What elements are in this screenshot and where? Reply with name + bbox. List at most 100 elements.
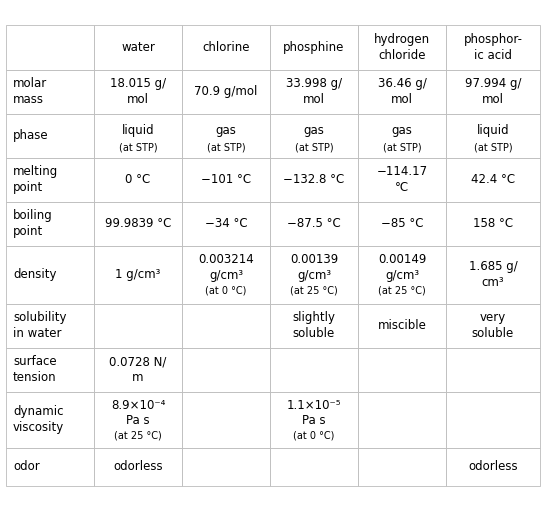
Text: solubility
in water: solubility in water xyxy=(13,311,67,340)
Text: 0.00149
g/cm³: 0.00149 g/cm³ xyxy=(378,253,426,282)
Text: (at STP): (at STP) xyxy=(207,143,245,153)
Text: 0 °C: 0 °C xyxy=(126,173,151,186)
Text: 70.9 g/mol: 70.9 g/mol xyxy=(194,85,258,98)
Text: 1.1×10⁻⁵
Pa s: 1.1×10⁻⁵ Pa s xyxy=(287,399,341,427)
Text: gas: gas xyxy=(304,124,324,137)
Bar xyxy=(6,448,94,485)
Bar xyxy=(358,391,446,448)
Bar xyxy=(94,304,182,347)
Text: dynamic
viscosity: dynamic viscosity xyxy=(13,405,64,434)
Bar xyxy=(270,347,358,391)
Bar xyxy=(94,391,182,448)
Text: 0.003214
g/cm³: 0.003214 g/cm³ xyxy=(198,253,254,282)
Text: odor: odor xyxy=(13,460,40,473)
Bar xyxy=(358,26,446,69)
Text: water: water xyxy=(121,41,155,54)
Text: 18.015 g/
mol: 18.015 g/ mol xyxy=(110,77,166,106)
Text: 99.9839 °C: 99.9839 °C xyxy=(105,217,171,230)
Bar xyxy=(94,448,182,485)
Bar xyxy=(446,157,540,201)
Bar xyxy=(6,201,94,245)
Text: phase: phase xyxy=(13,129,49,142)
Text: −85 °C: −85 °C xyxy=(381,217,423,230)
Text: −101 °C: −101 °C xyxy=(201,173,251,186)
Bar xyxy=(446,113,540,157)
Bar xyxy=(270,113,358,157)
Bar xyxy=(182,26,270,69)
Bar xyxy=(446,245,540,304)
Text: molar
mass: molar mass xyxy=(13,77,48,106)
Text: −34 °C: −34 °C xyxy=(205,217,247,230)
Bar xyxy=(6,113,94,157)
Bar xyxy=(94,347,182,391)
Bar xyxy=(358,347,446,391)
Text: phosphine: phosphine xyxy=(283,41,345,54)
Bar xyxy=(182,448,270,485)
Text: 97.994 g/
mol: 97.994 g/ mol xyxy=(465,77,521,106)
Bar xyxy=(6,391,94,448)
Bar xyxy=(6,69,94,113)
Text: 158 °C: 158 °C xyxy=(473,217,513,230)
Bar xyxy=(446,69,540,113)
Text: (at 0 °C): (at 0 °C) xyxy=(205,286,247,296)
Bar xyxy=(358,157,446,201)
Text: 0.00139
g/cm³: 0.00139 g/cm³ xyxy=(290,253,338,282)
Bar xyxy=(94,245,182,304)
Text: 33.998 g/
mol: 33.998 g/ mol xyxy=(286,77,342,106)
Bar xyxy=(270,448,358,485)
Bar xyxy=(358,448,446,485)
Bar xyxy=(182,69,270,113)
Text: slightly
soluble: slightly soluble xyxy=(293,311,335,340)
Text: liquid: liquid xyxy=(477,124,509,137)
Bar xyxy=(358,245,446,304)
Text: 36.46 g/
mol: 36.46 g/ mol xyxy=(378,77,426,106)
Bar xyxy=(270,26,358,69)
Text: miscible: miscible xyxy=(378,319,426,332)
Text: 0.0728 N/
m: 0.0728 N/ m xyxy=(109,355,167,384)
Text: (at 25 °C): (at 25 °C) xyxy=(290,286,338,296)
Text: density: density xyxy=(13,268,56,281)
Bar xyxy=(358,69,446,113)
Bar xyxy=(270,304,358,347)
Text: −114.17
°C: −114.17 °C xyxy=(376,165,428,194)
Text: phosphor-
ic acid: phosphor- ic acid xyxy=(464,33,523,62)
Bar xyxy=(270,157,358,201)
Text: odorless: odorless xyxy=(113,460,163,473)
Bar xyxy=(270,391,358,448)
Bar xyxy=(94,26,182,69)
Text: melting
point: melting point xyxy=(13,165,58,194)
Text: (at 25 °C): (at 25 °C) xyxy=(114,430,162,440)
Bar xyxy=(358,201,446,245)
Bar xyxy=(182,157,270,201)
Bar xyxy=(182,347,270,391)
Text: 1.685 g/
cm³: 1.685 g/ cm³ xyxy=(468,260,518,289)
Text: very
soluble: very soluble xyxy=(472,311,514,340)
Bar xyxy=(94,113,182,157)
Text: 1 g/cm³: 1 g/cm³ xyxy=(115,268,161,281)
Text: chlorine: chlorine xyxy=(202,41,250,54)
Text: (at STP): (at STP) xyxy=(295,143,333,153)
Bar xyxy=(94,69,182,113)
Bar xyxy=(446,304,540,347)
Bar xyxy=(6,347,94,391)
Text: (at STP): (at STP) xyxy=(383,143,422,153)
Bar xyxy=(358,113,446,157)
Bar xyxy=(182,245,270,304)
Bar xyxy=(94,201,182,245)
Bar xyxy=(6,245,94,304)
Bar xyxy=(94,157,182,201)
Bar xyxy=(182,201,270,245)
Text: (at 25 °C): (at 25 °C) xyxy=(378,286,426,296)
Text: liquid: liquid xyxy=(122,124,155,137)
Bar xyxy=(446,26,540,69)
Text: −87.5 °C: −87.5 °C xyxy=(287,217,341,230)
Bar xyxy=(358,304,446,347)
Bar xyxy=(270,245,358,304)
Text: surface
tension: surface tension xyxy=(13,355,57,384)
Text: boiling
point: boiling point xyxy=(13,209,53,238)
Text: 42.4 °C: 42.4 °C xyxy=(471,173,515,186)
Bar xyxy=(6,304,94,347)
Text: gas: gas xyxy=(391,124,412,137)
Bar xyxy=(6,157,94,201)
Text: 8.9×10⁻⁴
Pa s: 8.9×10⁻⁴ Pa s xyxy=(111,399,165,427)
